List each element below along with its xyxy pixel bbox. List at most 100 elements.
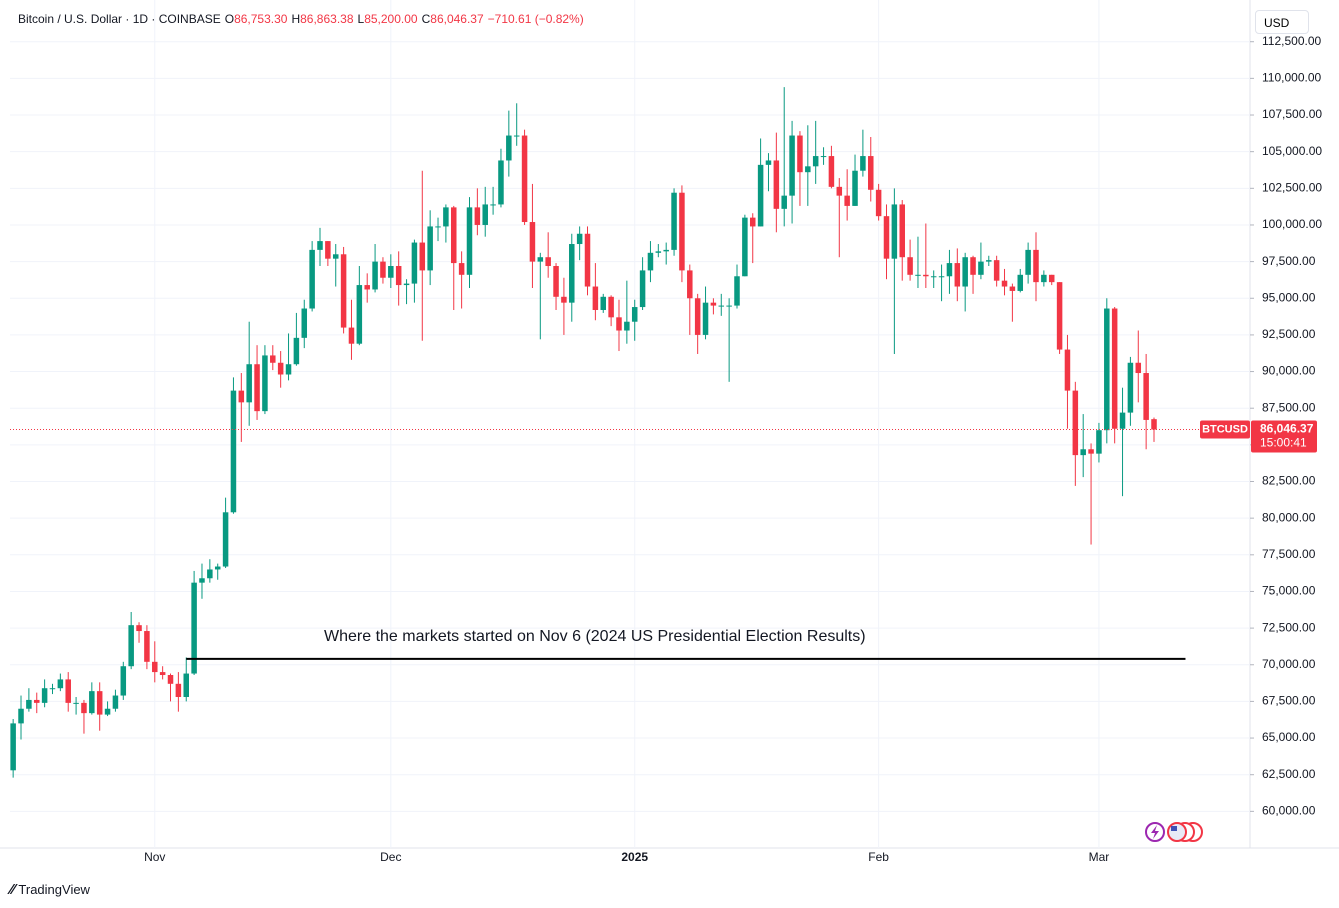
candle-body bbox=[1096, 430, 1102, 454]
candle-body bbox=[199, 578, 205, 583]
price-tag: 86,046.37 bbox=[1260, 422, 1314, 436]
x-tick-label: 2025 bbox=[621, 850, 648, 864]
candle-body bbox=[1041, 274, 1047, 283]
y-tick-label: 72,500.00 bbox=[1262, 620, 1316, 634]
candle-body bbox=[380, 261, 386, 278]
candle-body bbox=[537, 257, 544, 262]
candle-body bbox=[1056, 282, 1063, 350]
price-tag-bg bbox=[1251, 420, 1317, 453]
candle-body bbox=[191, 582, 197, 674]
candle-body bbox=[183, 673, 189, 698]
candle-body bbox=[781, 195, 787, 209]
candle-body bbox=[207, 569, 213, 579]
candle-body bbox=[726, 305, 732, 307]
brand-text: TradingView bbox=[18, 882, 90, 897]
currency-button[interactable]: USD bbox=[1255, 10, 1309, 34]
candle-body bbox=[946, 263, 953, 277]
candles bbox=[10, 87, 1157, 778]
ohlc-label: L bbox=[357, 12, 365, 26]
candle-body bbox=[1072, 390, 1079, 456]
candle-body bbox=[372, 261, 378, 290]
candle-body bbox=[812, 156, 819, 167]
branding: ⁄⁄ TradingView bbox=[10, 881, 90, 898]
ohlc-value: 86,046.37 bbox=[430, 12, 484, 26]
candle-body bbox=[860, 156, 866, 171]
candle-body bbox=[1088, 449, 1094, 454]
candle-body bbox=[332, 254, 339, 259]
candle-body bbox=[144, 631, 150, 662]
candle-body bbox=[694, 298, 701, 335]
candle-body bbox=[167, 675, 174, 684]
y-tick-label: 97,500.00 bbox=[1262, 254, 1316, 268]
candle-body bbox=[962, 257, 968, 287]
candle-body bbox=[1017, 274, 1024, 291]
candle-body bbox=[411, 242, 418, 284]
y-tick-label: 67,500.00 bbox=[1262, 694, 1316, 708]
candle-body bbox=[49, 688, 56, 690]
candle-body bbox=[631, 307, 638, 322]
y-tick-label: 75,000.00 bbox=[1262, 584, 1316, 598]
countdown: 15:00:41 bbox=[1260, 436, 1307, 450]
candle-body bbox=[388, 266, 394, 278]
candle-body bbox=[639, 270, 646, 308]
candle-body bbox=[584, 233, 591, 287]
candle-body bbox=[907, 257, 913, 275]
symbol-title: Bitcoin / U.S. Dollar · 1D · COINBASE bbox=[18, 12, 221, 26]
grid: 60,000.00 62,500.00 65,000.00 67,500.00 70,0… bbox=[10, 0, 1322, 864]
candle-body bbox=[529, 222, 536, 262]
candle-body bbox=[789, 135, 795, 196]
y-tick-label: 100,000.00 bbox=[1262, 217, 1322, 231]
y-tick-label: 102,500.00 bbox=[1262, 180, 1322, 194]
candle-body bbox=[214, 566, 221, 570]
candle-body bbox=[435, 226, 441, 228]
candle-body bbox=[73, 702, 79, 704]
candle-body bbox=[395, 266, 402, 286]
candle-body bbox=[616, 317, 622, 331]
candle-body bbox=[844, 195, 850, 206]
candle-body bbox=[749, 217, 756, 227]
candle-body bbox=[1064, 349, 1071, 391]
candle-body bbox=[41, 688, 48, 703]
y-tick-label: 92,500.00 bbox=[1262, 327, 1316, 341]
candle-body bbox=[663, 249, 669, 252]
candle-body bbox=[655, 251, 662, 253]
candle-body bbox=[978, 261, 984, 275]
ohlc-value: 85,200.00 bbox=[364, 12, 418, 26]
candle-body bbox=[954, 263, 961, 287]
candle-body bbox=[317, 241, 323, 250]
ohlc-value: 86,753.30 bbox=[234, 12, 288, 26]
candle-body bbox=[828, 156, 835, 187]
y-tick-label: 112,500.00 bbox=[1262, 34, 1321, 48]
candle-body bbox=[1143, 373, 1149, 420]
candle-body bbox=[875, 189, 882, 217]
candle-body bbox=[868, 156, 874, 190]
candle-body bbox=[545, 257, 551, 267]
symbol-header: Bitcoin / U.S. Dollar · 1D · COINBASE O86… bbox=[18, 12, 588, 26]
y-tick-label: 62,500.00 bbox=[1262, 767, 1316, 781]
candle-body bbox=[553, 266, 559, 297]
candle-body bbox=[765, 160, 772, 165]
candle-body bbox=[451, 207, 457, 264]
candle-body bbox=[805, 166, 811, 173]
candle-body bbox=[10, 723, 16, 771]
candle-body bbox=[262, 355, 268, 412]
candle-body bbox=[506, 135, 512, 161]
candle-body bbox=[490, 204, 496, 206]
candle-body bbox=[254, 364, 260, 412]
candle-body bbox=[986, 260, 992, 262]
candle-body bbox=[773, 160, 780, 209]
annotation-text: Where the markets started on Nov 6 (2024… bbox=[324, 628, 866, 645]
candle-body bbox=[222, 512, 229, 567]
candle-body bbox=[1025, 249, 1031, 275]
candle-body bbox=[624, 321, 630, 331]
candle-body bbox=[883, 216, 890, 259]
candle-body bbox=[112, 695, 119, 709]
candle-body bbox=[970, 257, 976, 275]
ohlc-label: O bbox=[224, 12, 235, 26]
candle-body bbox=[159, 672, 166, 676]
candle-body bbox=[152, 661, 158, 673]
candle-body bbox=[852, 170, 858, 206]
y-tick-label: 107,500.00 bbox=[1262, 107, 1322, 121]
x-tick-label: Mar bbox=[1089, 850, 1110, 864]
overlays: Where the markets started on Nov 6 (2024… bbox=[10, 420, 1317, 660]
